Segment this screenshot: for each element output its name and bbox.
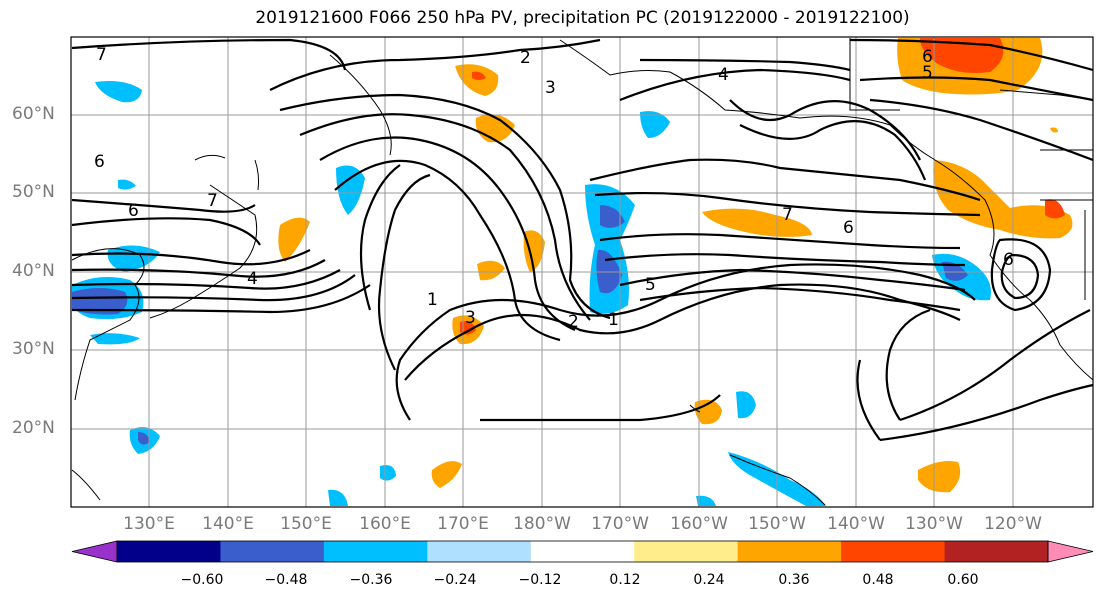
lon-label: 170°E: [437, 514, 489, 534]
contour-label: 5: [922, 63, 933, 83]
pv-contours: [71, 38, 1094, 442]
colorbar-tick-label: 0.36: [778, 572, 810, 588]
contour-label: 6: [1003, 250, 1014, 270]
lon-label: 150°E: [280, 514, 332, 534]
colorbar-segment: [427, 541, 532, 562]
colorbar-tick-label: −0.60: [180, 572, 224, 588]
colorbar-segment: [737, 541, 842, 562]
colorbar-outline: [116, 540, 1049, 563]
precip-negative-shading: [72, 81, 991, 506]
contour-label: 4: [718, 65, 729, 85]
colorbar-tick-label: 0.48: [862, 572, 894, 588]
contour-label: 5: [645, 275, 656, 295]
contour-label: 4: [247, 269, 258, 289]
colorbar-tick-label: 0.24: [693, 572, 725, 588]
colorbar: [71, 540, 1094, 563]
lat-label: 60°N: [12, 104, 55, 124]
lon-label: 130°W: [905, 514, 963, 534]
colorbar-extend-high: [1047, 540, 1094, 563]
colorbar-segment: [323, 541, 428, 562]
colorbar-segment: [841, 541, 946, 562]
lat-label: 30°N: [12, 339, 55, 359]
lat-label: 20°N: [12, 418, 55, 438]
contour-label: 6: [94, 152, 105, 172]
colorbar-tick-label: −0.48: [264, 572, 308, 588]
contour-label: 6: [843, 218, 854, 238]
contour-label: 6: [128, 201, 139, 221]
lon-label: 180°W: [513, 514, 571, 534]
contour-label: 7: [207, 191, 218, 211]
coastlines: [71, 38, 1094, 506]
colorbar-segment: [530, 541, 635, 562]
colorbar-extend-low: [71, 540, 118, 563]
lon-label: 140°E: [202, 514, 254, 534]
contour-label: 6: [922, 47, 933, 67]
colorbar-tick-label: 0.12: [609, 572, 641, 588]
contour-label: 2: [520, 48, 531, 68]
map-title: 2019121600 F066 250 hPa PV, precipitatio…: [255, 8, 910, 28]
lat-label: 50°N: [12, 182, 55, 202]
lon-label: 130°E: [123, 514, 175, 534]
contour-label: 1: [427, 290, 438, 310]
map-frame: [70, 36, 1094, 508]
contour-label: 3: [465, 308, 476, 328]
contour-label: 2: [568, 312, 579, 332]
contour-label: 1: [608, 310, 619, 330]
colorbar-tick-label: −0.24: [433, 572, 477, 588]
colorbar-segment: [944, 541, 1049, 562]
colorbar-segment: [220, 541, 325, 562]
lon-label: 160°E: [359, 514, 411, 534]
lon-label: 160°W: [670, 514, 728, 534]
contour-label: 7: [782, 205, 793, 225]
lon-label: 120°W: [984, 514, 1042, 534]
gridlines: [71, 37, 1093, 507]
lon-label: 150°W: [748, 514, 806, 534]
contour-labels: 7 6 7 6 4 1 3 2 3 2 1 4 7 6 6 5 6 5: [94, 45, 1014, 332]
colorbar-segment: [117, 541, 221, 562]
colorbar-tick-label: −0.36: [349, 572, 393, 588]
lon-label: 140°W: [827, 514, 885, 534]
colorbar-segment: [634, 541, 739, 562]
lat-label: 40°N: [12, 261, 55, 281]
contour-label: 7: [96, 45, 107, 65]
contour-label: 3: [545, 78, 556, 98]
colorbar-tick-label: −0.12: [518, 572, 562, 588]
colorbar-tick-label: 0.60: [947, 572, 979, 588]
lon-label: 170°W: [591, 514, 649, 534]
